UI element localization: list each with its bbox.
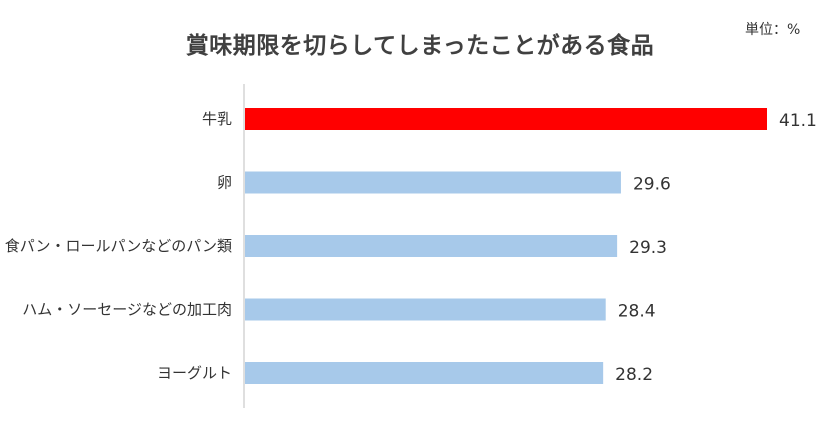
chart-title: 賞味期限を切らしてしまったことがある食品 [185, 33, 655, 59]
bar [245, 171, 621, 194]
bars-group: 牛乳 41.1 卵 29.6 食パン・ロールパンなどのパン類 29.3 ハム・ソーセージなど… [5, 108, 817, 385]
category-label: 食パン・ロールパンなどのパン類 [5, 237, 232, 255]
value-label: 29.6 [633, 175, 671, 195]
category-label: 牛乳 [202, 110, 232, 128]
bar [245, 108, 767, 130]
category-label: 卵 [217, 174, 232, 192]
category-label: ハム・ソーセージなどの加工肉 [22, 301, 232, 319]
value-label: 28.2 [615, 365, 653, 385]
unit-label: 単位：% [745, 22, 801, 38]
value-label: 29.3 [629, 238, 667, 258]
value-label: 28.4 [618, 302, 656, 322]
value-label: 41.1 [779, 111, 817, 131]
bar [245, 235, 618, 257]
bar [245, 298, 606, 321]
category-label: ヨーグルト [157, 364, 232, 382]
bar [245, 362, 604, 384]
